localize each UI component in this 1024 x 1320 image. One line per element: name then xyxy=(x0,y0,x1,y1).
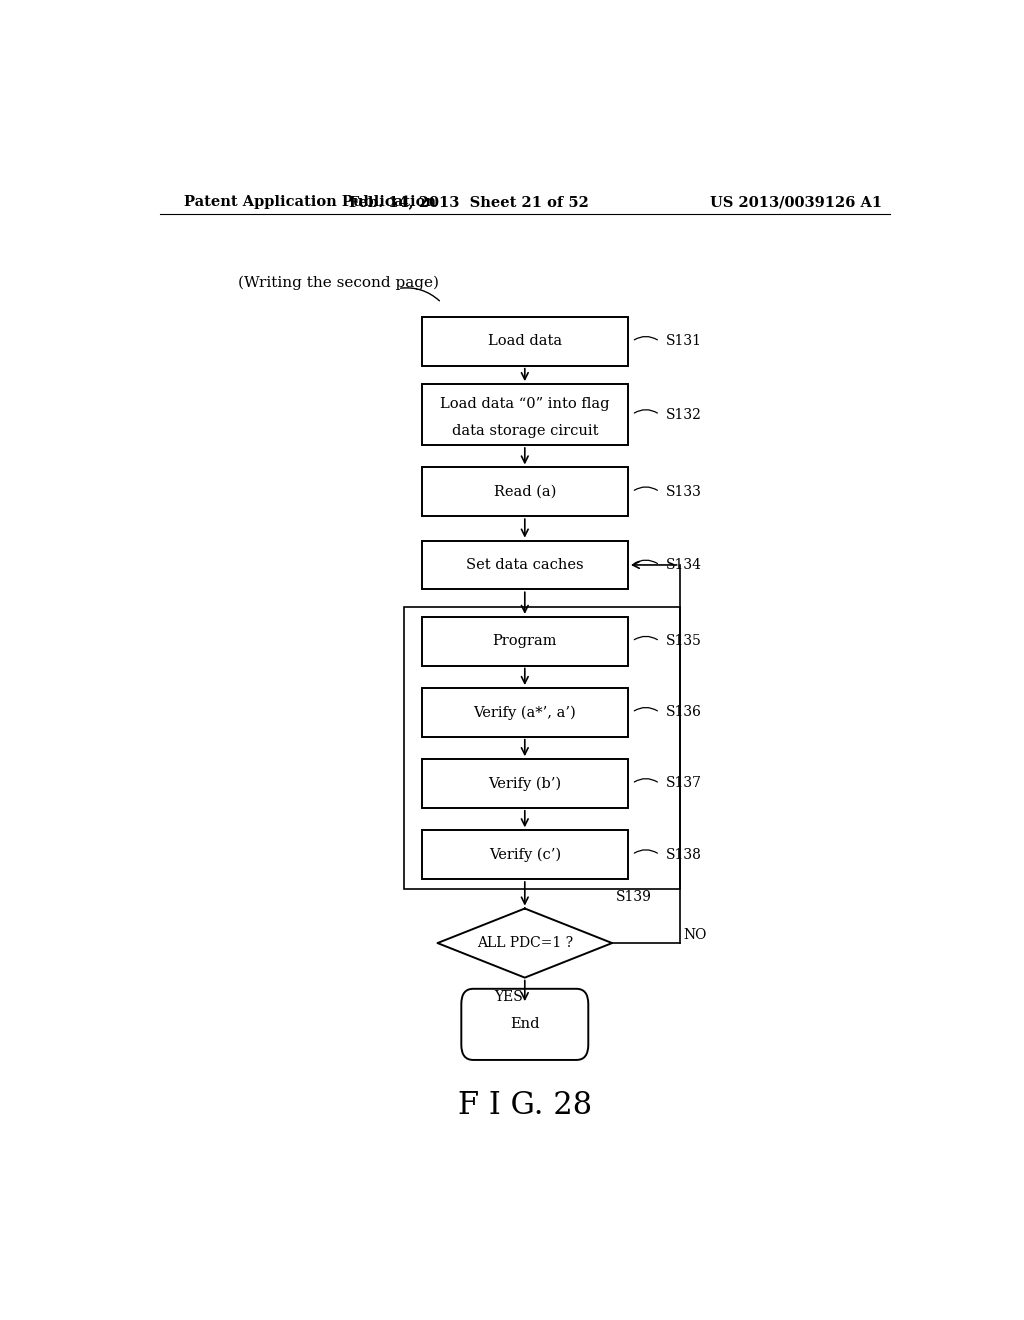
Text: Load data “0” into flag: Load data “0” into flag xyxy=(440,397,609,412)
Text: (Writing the second page): (Writing the second page) xyxy=(238,275,439,289)
Text: S131: S131 xyxy=(666,334,702,348)
Text: YES: YES xyxy=(495,990,523,1003)
Polygon shape xyxy=(437,908,612,978)
Text: S136: S136 xyxy=(666,705,701,719)
FancyBboxPatch shape xyxy=(422,830,628,879)
Text: S139: S139 xyxy=(616,891,652,904)
Text: Load data: Load data xyxy=(487,334,562,348)
Text: Verify (b’): Verify (b’) xyxy=(488,776,561,791)
Text: Verify (c’): Verify (c’) xyxy=(488,847,561,862)
Text: Verify (a*’, a’): Verify (a*’, a’) xyxy=(473,705,577,719)
FancyBboxPatch shape xyxy=(422,541,628,589)
FancyBboxPatch shape xyxy=(461,989,588,1060)
FancyBboxPatch shape xyxy=(422,688,628,737)
FancyBboxPatch shape xyxy=(422,616,628,665)
FancyBboxPatch shape xyxy=(422,759,628,808)
Text: S132: S132 xyxy=(666,408,701,421)
Text: S134: S134 xyxy=(666,558,702,572)
Text: End: End xyxy=(510,1018,540,1031)
Text: S135: S135 xyxy=(666,634,701,648)
Text: S133: S133 xyxy=(666,484,701,499)
Text: Program: Program xyxy=(493,634,557,648)
Text: NO: NO xyxy=(684,928,707,942)
Text: data storage circuit: data storage circuit xyxy=(452,424,598,438)
FancyBboxPatch shape xyxy=(422,467,628,516)
FancyBboxPatch shape xyxy=(422,317,628,366)
FancyBboxPatch shape xyxy=(422,384,628,445)
Text: ALL PDC=1 ?: ALL PDC=1 ? xyxy=(477,936,572,950)
Text: F I G. 28: F I G. 28 xyxy=(458,1090,592,1121)
Text: Patent Application Publication: Patent Application Publication xyxy=(183,195,435,209)
Text: Set data caches: Set data caches xyxy=(466,558,584,572)
Text: US 2013/0039126 A1: US 2013/0039126 A1 xyxy=(710,195,882,209)
Text: S138: S138 xyxy=(666,847,701,862)
Text: Read (a): Read (a) xyxy=(494,484,556,499)
Text: S137: S137 xyxy=(666,776,702,791)
Text: Feb. 14, 2013  Sheet 21 of 52: Feb. 14, 2013 Sheet 21 of 52 xyxy=(349,195,589,209)
